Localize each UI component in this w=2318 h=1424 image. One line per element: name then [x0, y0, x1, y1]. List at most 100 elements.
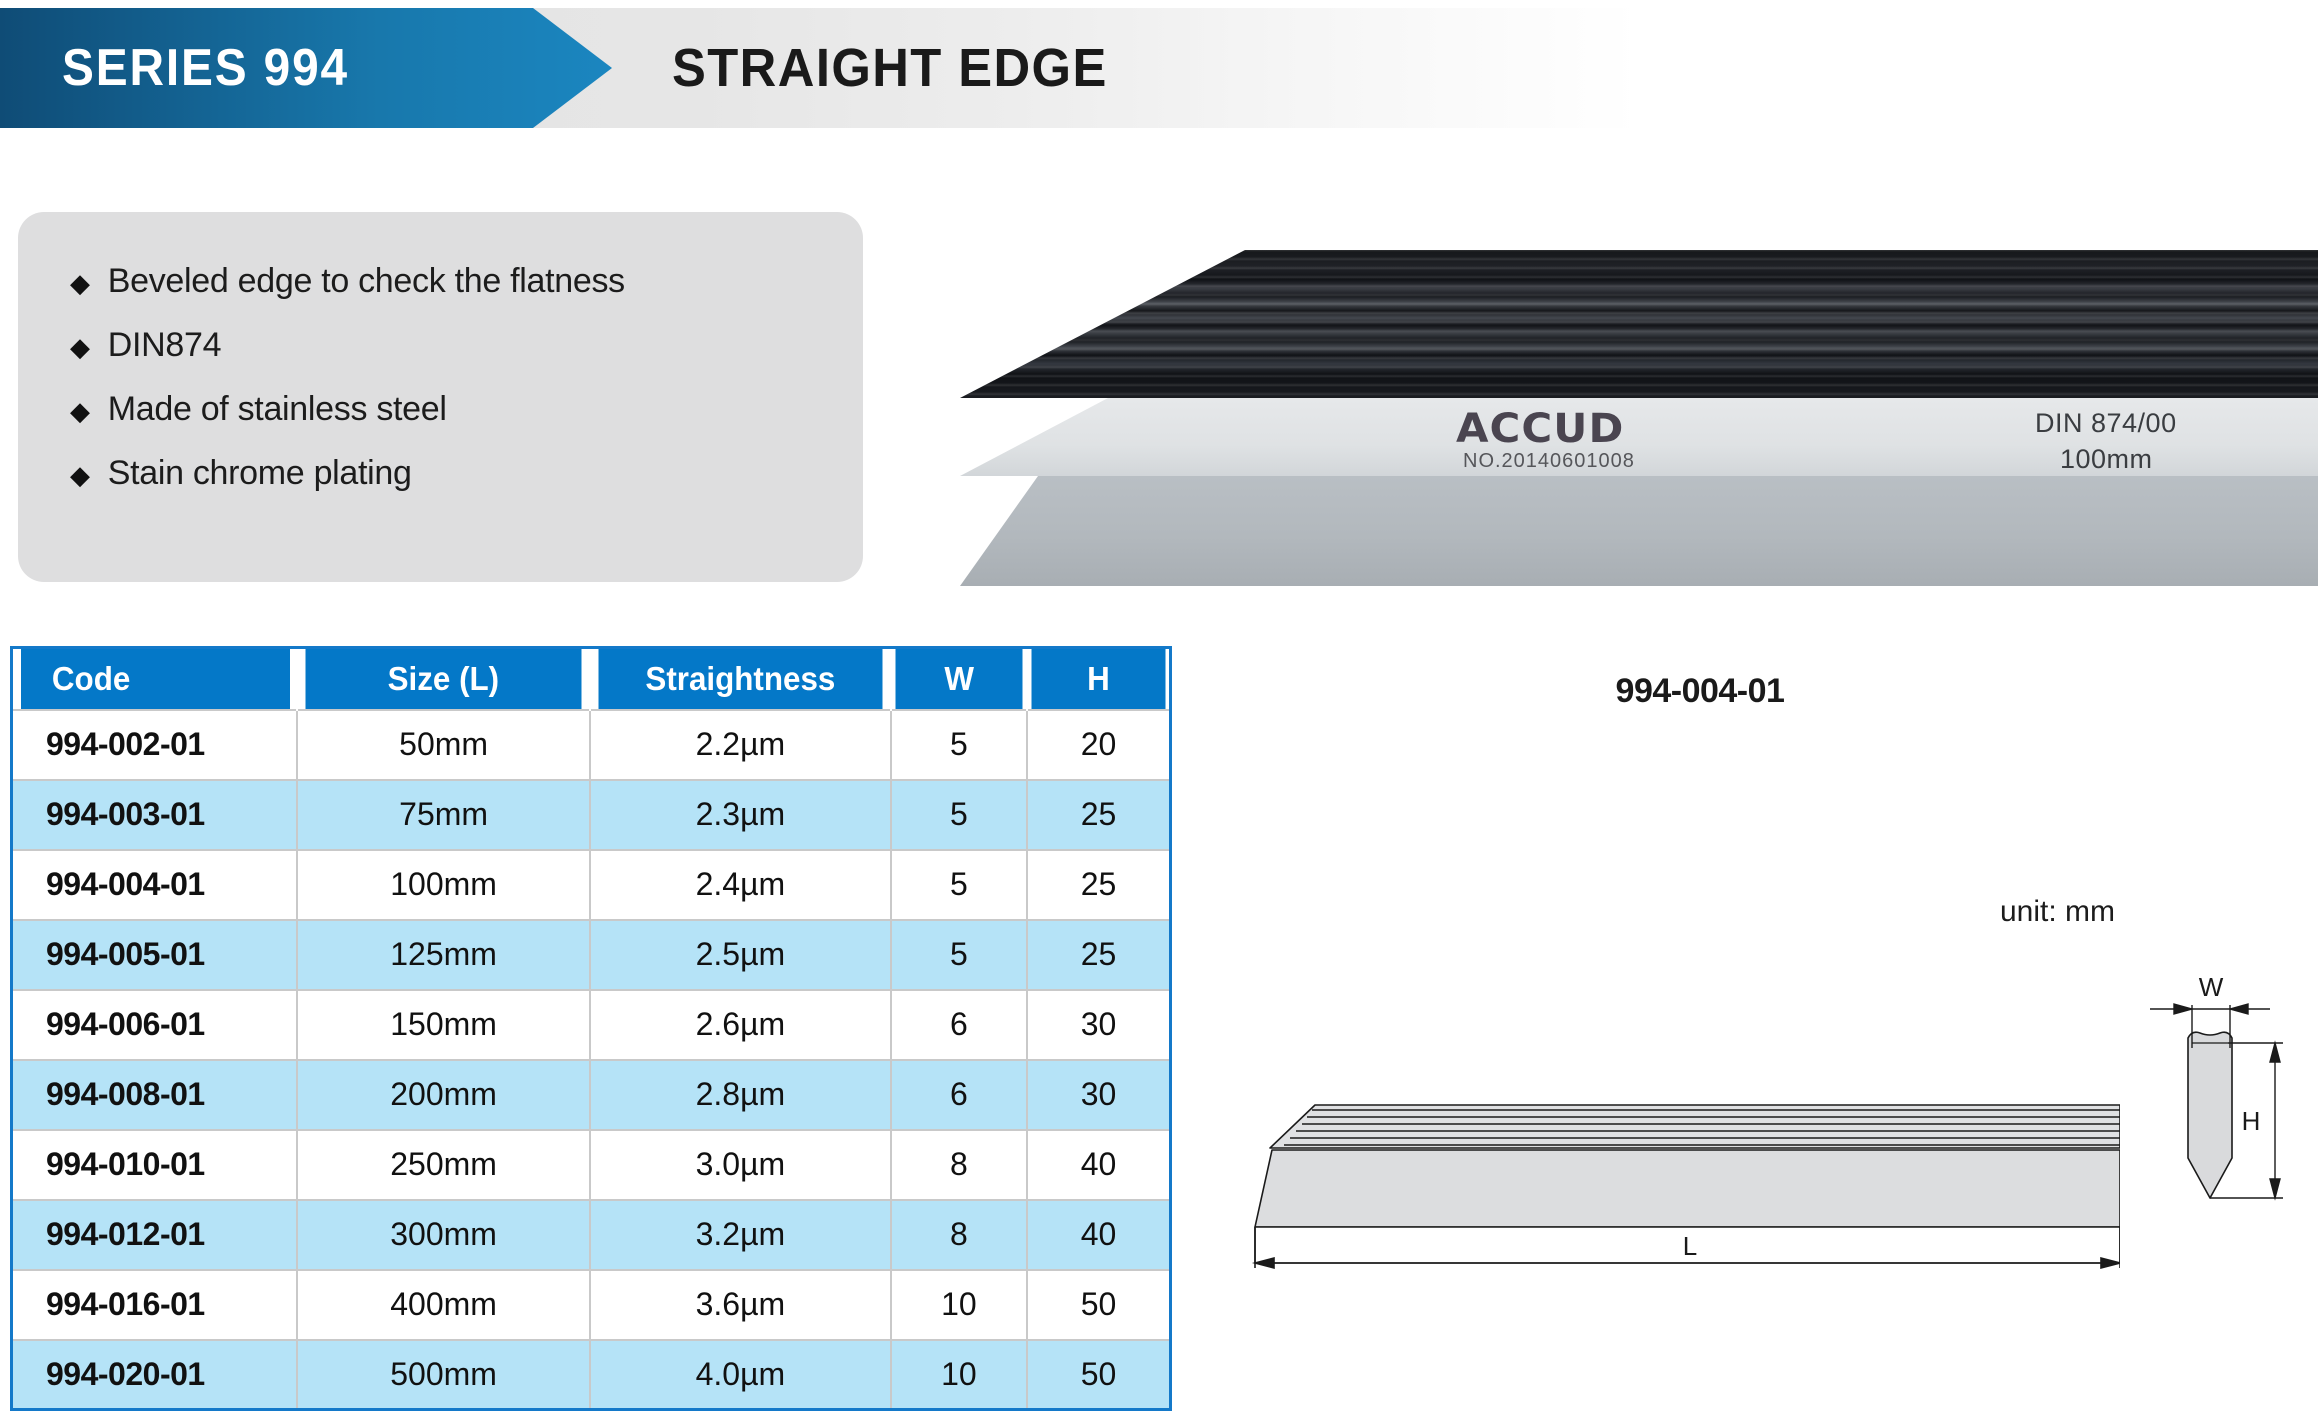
cell-w: 10: [890, 1338, 1029, 1410]
cell-size: 100mm: [297, 848, 591, 920]
cell-size: 250mm: [297, 1128, 591, 1200]
feature-text: DIN874: [107, 326, 222, 364]
feature-item: ◆ Stain chrome plating: [70, 454, 863, 493]
dimension-line-L: [1251, 1227, 2120, 1270]
cell-straightness: 2.8µm: [589, 1058, 892, 1130]
series-label: SERIES 994: [62, 39, 349, 97]
cell-straightness: 2.3µm: [589, 778, 892, 850]
cell-size: 500mm: [297, 1338, 591, 1410]
cell-w: 5: [890, 778, 1029, 850]
cell-code: 994-004-01: [11, 848, 299, 920]
cell-code: 994-005-01: [11, 918, 299, 990]
cell-h: 25: [1027, 918, 1171, 990]
column-header-straightness: Straightness: [597, 647, 885, 710]
cell-w: 10: [890, 1268, 1029, 1340]
specification-table: Code Size (L) Straightness W H 994-002-0…: [10, 646, 1172, 1411]
dimension-label-L: L: [1683, 1231, 1697, 1261]
table-row: 994-016-01 400mm 3.6µm 10 50: [11, 1268, 1171, 1340]
tool-lower-bevel: [960, 476, 2318, 586]
cell-straightness: 3.2µm: [589, 1198, 892, 1270]
straight-edge-tool-image: ACCUD NO.20140601008 DIN 874/00 100mm: [960, 250, 2318, 620]
table-row: 994-003-01 75mm 2.3µm 5 25: [11, 778, 1171, 850]
cell-h: 50: [1027, 1268, 1171, 1340]
feature-item: ◆ Beveled edge to check the flatness: [70, 262, 863, 301]
din-marking: DIN 874/00: [2035, 408, 2177, 438]
series-arrow-shape: [0, 8, 612, 128]
serial-marking: NO.20140601008: [1463, 450, 1635, 472]
table-row: 994-020-01 500mm 4.0µm 10 50: [11, 1338, 1171, 1410]
cell-size: 75mm: [297, 778, 591, 850]
cell-size: 400mm: [297, 1268, 591, 1340]
cell-code: 994-008-01: [11, 1058, 299, 1130]
feature-item: ◆ Made of stainless steel: [70, 390, 863, 429]
drawing-top-deck: [1269, 1104, 2120, 1149]
column-header-h: H: [1030, 647, 1167, 710]
cell-size: 50mm: [297, 708, 591, 780]
feature-text: Beveled edge to check the flatness: [107, 262, 625, 300]
column-header-code: Code: [18, 647, 292, 710]
cell-w: 8: [890, 1198, 1029, 1270]
column-header-size: Size (L): [304, 647, 584, 710]
dimension-line-W: [2150, 1003, 2270, 1048]
feature-text: Made of stainless steel: [107, 390, 447, 428]
size-marking: 100mm: [2060, 444, 2153, 474]
cell-w: 6: [890, 988, 1029, 1060]
dimension-label-H: H: [2242, 1106, 2261, 1136]
cell-code: 994-010-01: [11, 1128, 299, 1200]
table-row: 994-004-01 100mm 2.4µm 5 25: [11, 848, 1171, 920]
tool-front-face: [960, 398, 2318, 476]
cell-h: 50: [1027, 1338, 1171, 1410]
cell-w: 5: [890, 848, 1029, 920]
cell-h: 30: [1027, 1058, 1171, 1130]
feature-text: Stain chrome plating: [107, 454, 412, 492]
cell-straightness: 4.0µm: [589, 1338, 892, 1410]
table-row: 994-005-01 125mm 2.5µm 5 25: [11, 918, 1171, 990]
cell-h: 30: [1027, 988, 1171, 1060]
cell-h: 40: [1027, 1128, 1171, 1200]
table-row: 994-006-01 150mm 2.6µm 6 30: [11, 988, 1171, 1060]
table-row: 994-002-01 50mm 2.2µm 5 20: [11, 708, 1171, 780]
cell-straightness: 3.0µm: [589, 1128, 892, 1200]
cell-straightness: 3.6µm: [589, 1268, 892, 1340]
cell-straightness: 2.4µm: [589, 848, 892, 920]
cell-size: 125mm: [297, 918, 591, 990]
product-photo: ACCUD NO.20140601008 DIN 874/00 100mm: [960, 250, 2318, 620]
cross-section-drawing: W H: [2150, 972, 2283, 1201]
cell-h: 20: [1027, 708, 1171, 780]
section-blade-profile: [2187, 1031, 2233, 1199]
cell-size: 150mm: [297, 988, 591, 1060]
unit-note: unit: mm: [2000, 895, 2116, 928]
table-header-row: Code Size (L) Straightness W H: [12, 647, 1171, 710]
diamond-bullet-icon: ◆: [70, 396, 90, 426]
cell-w: 8: [890, 1128, 1029, 1200]
page-header-banner: SERIES 994 STRAIGHT EDGE: [0, 8, 1640, 128]
cell-straightness: 2.5µm: [589, 918, 892, 990]
cell-h: 25: [1027, 848, 1171, 920]
diamond-bullet-icon: ◆: [70, 460, 90, 490]
cell-code: 994-002-01: [11, 708, 299, 780]
column-header-w: W: [894, 647, 1025, 710]
cell-w: 6: [890, 1058, 1029, 1130]
page-title: STRAIGHT EDGE: [672, 38, 1108, 98]
diamond-bullet-icon: ◆: [70, 332, 90, 362]
cell-straightness: 2.2µm: [589, 708, 892, 780]
tool-top-surface: [960, 250, 2318, 398]
dimension-label-W: W: [2199, 972, 2224, 1002]
cell-code: 994-020-01: [11, 1338, 299, 1410]
cell-code: 994-016-01: [11, 1268, 299, 1340]
cell-w: 5: [890, 918, 1029, 990]
feature-item: ◆ DIN874: [70, 326, 863, 365]
drawing-groove-lines: [1278, 1109, 2120, 1153]
cell-w: 5: [890, 708, 1029, 780]
brand-marking: ACCUD: [1455, 406, 1625, 452]
table-row: 994-012-01 300mm 3.2µm 8 40: [11, 1198, 1171, 1270]
cell-h: 40: [1027, 1198, 1171, 1270]
isometric-technical-drawing: L: [1251, 1104, 2120, 1270]
cell-code: 994-003-01: [11, 778, 299, 850]
photo-caption-model-number: 994-004-01: [1615, 672, 1785, 710]
cell-h: 25: [1027, 778, 1171, 850]
dimension-line-H: [2210, 1040, 2283, 1201]
cell-code: 994-006-01: [11, 988, 299, 1060]
cell-straightness: 2.6µm: [589, 988, 892, 1060]
